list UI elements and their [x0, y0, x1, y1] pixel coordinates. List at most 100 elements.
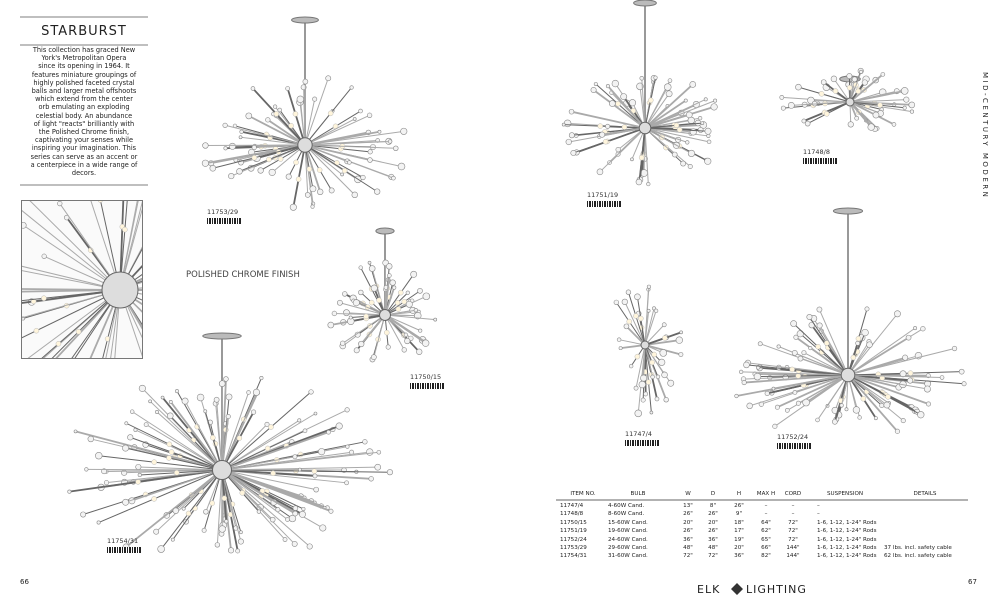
- crystal: [643, 391, 649, 397]
- spoke: [160, 469, 223, 550]
- crystal: [891, 122, 897, 127]
- crystal: [830, 75, 838, 83]
- table-cell: 144": [786, 545, 800, 551]
- spoke: [805, 374, 849, 404]
- description-line: series can serve as an accent or: [30, 152, 138, 161]
- barcode: [777, 443, 811, 449]
- barcode: [410, 383, 444, 389]
- crystal: [625, 289, 632, 295]
- spoke: [571, 110, 646, 129]
- crystal: [165, 365, 169, 369]
- table-cell: –: [791, 511, 795, 518]
- crystal: [374, 188, 381, 195]
- bulb: [846, 84, 853, 91]
- spoke: [119, 264, 142, 291]
- table-cell: 26": [708, 511, 718, 518]
- bulb: [638, 315, 644, 322]
- bulb: [621, 124, 628, 130]
- bulb: [855, 88, 861, 95]
- table-cell: 11754/31: [560, 553, 587, 560]
- crystal: [220, 287, 225, 292]
- crystal: [162, 422, 169, 429]
- crystal: [236, 404, 242, 410]
- crystal: [951, 345, 958, 352]
- spoke: [819, 325, 849, 376]
- spoke: [641, 78, 646, 129]
- spoke: [304, 144, 356, 196]
- crystal: [331, 310, 337, 317]
- crystal: [639, 76, 644, 81]
- spoke: [75, 430, 223, 471]
- page-number: 66: [20, 578, 29, 586]
- crystal: [697, 127, 704, 133]
- crystal: [793, 334, 799, 340]
- bulb: [288, 122, 294, 129]
- crystal: [222, 122, 228, 128]
- crystal: [861, 328, 869, 337]
- table-cell: 62": [761, 528, 771, 535]
- crystal: [172, 507, 179, 514]
- crystal: [370, 354, 377, 361]
- table-cell: 4-60W Cand.: [608, 503, 645, 509]
- crystal: [336, 299, 343, 306]
- crystal: [905, 334, 912, 341]
- crystal: [854, 115, 860, 121]
- spoke: [224, 124, 306, 146]
- crystal: [706, 133, 711, 139]
- table-cell: 48": [683, 545, 693, 551]
- table-cell: –: [764, 503, 768, 509]
- crystal: [859, 69, 864, 74]
- table-cell: 11751/19: [560, 528, 587, 535]
- spoke: [644, 119, 692, 129]
- chandelier: [561, 0, 718, 187]
- crystal: [611, 79, 619, 88]
- product-code: 11752/24: [777, 433, 809, 441]
- crystal: [621, 298, 628, 305]
- bulb: [266, 156, 272, 163]
- spoke: [221, 391, 312, 471]
- crystal: [855, 340, 861, 346]
- crystal: [391, 175, 396, 181]
- spoke: [644, 127, 692, 154]
- title: STARBURST: [41, 24, 127, 39]
- crystal: [816, 322, 823, 329]
- spoke: [644, 98, 706, 129]
- crystal: [326, 429, 331, 435]
- crystal: [285, 173, 292, 180]
- spoke: [119, 208, 142, 291]
- crystal: [920, 326, 926, 332]
- spoke: [22, 265, 121, 291]
- crystal: [155, 410, 159, 415]
- crystal: [653, 308, 659, 313]
- spoke: [304, 144, 396, 149]
- crystal: [613, 299, 619, 306]
- crystal: [285, 517, 290, 522]
- spoke: [221, 469, 311, 547]
- bulb: [850, 354, 857, 361]
- table-cell: –: [791, 503, 795, 509]
- crystal: [137, 472, 142, 477]
- crystal: [593, 82, 598, 87]
- spoke: [22, 289, 121, 304]
- crystal: [568, 108, 575, 115]
- table-cell: –: [817, 511, 820, 518]
- bulb: [306, 166, 313, 172]
- spoke: [849, 90, 905, 103]
- crystal: [846, 73, 853, 80]
- crystal: [422, 339, 430, 347]
- table-cell: 8-60W Cand.: [608, 511, 645, 518]
- spoke: [644, 344, 665, 376]
- crystal: [32, 415, 39, 422]
- table-cell: 1-6, 1-12, 1-24" Rods: [817, 528, 877, 535]
- crystal: [801, 118, 807, 124]
- table-cell: 11753/29: [560, 545, 587, 551]
- spoke: [849, 71, 862, 103]
- bulb: [268, 424, 274, 430]
- crystal: [41, 362, 48, 369]
- crystal: [235, 548, 241, 554]
- description-line: which extend from the center: [35, 95, 133, 104]
- spoke: [216, 469, 223, 545]
- bulb: [311, 468, 318, 474]
- crystal: [665, 90, 673, 98]
